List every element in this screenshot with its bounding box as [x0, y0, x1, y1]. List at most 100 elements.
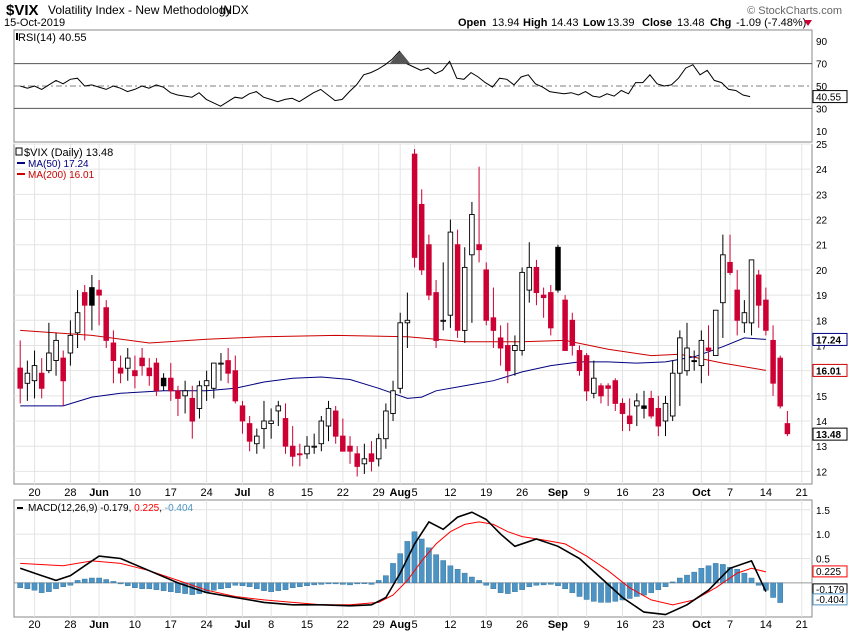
candle-body: [268, 420, 274, 424]
open-label: Open: [458, 17, 486, 29]
candle: [397, 312, 403, 394]
candle: [383, 403, 389, 449]
candle: [698, 330, 705, 384]
macd-histogram-bar: [526, 582, 533, 588]
price-tick-label: 13: [816, 442, 828, 453]
candle-body: [598, 385, 604, 397]
candle-body: [712, 309, 719, 356]
candle-body: [110, 342, 117, 362]
macd-histogram-bar: [297, 582, 303, 588]
macd-histogram-bar: [490, 582, 497, 590]
candle-body: [548, 292, 554, 329]
macd-legend-histogram: -0.404: [165, 503, 194, 514]
candle-body: [125, 357, 131, 369]
macd-x-tick-label: 19: [480, 619, 492, 631]
macd-histogram-bar: [332, 582, 339, 585]
candle: [375, 433, 382, 467]
macd-histogram-bar: [548, 582, 554, 585]
exchange-label: INDX: [220, 3, 249, 17]
ma50-value-label-box: [812, 332, 848, 346]
price-x-tick-label: 7: [727, 487, 733, 499]
candle: [46, 322, 52, 374]
candle-body: [67, 334, 74, 354]
candle: [196, 380, 203, 419]
high-value: 14.43: [551, 17, 579, 29]
candle: [569, 312, 576, 356]
price-x-tick-label: Jun: [89, 487, 109, 499]
candle: [734, 269, 740, 336]
candle: [641, 390, 647, 419]
candle: [354, 446, 360, 477]
macd-histogram-bar: [619, 582, 626, 601]
candle-body: [641, 405, 647, 409]
candle: [232, 355, 239, 404]
candle: [38, 358, 45, 399]
macd-histogram-bar: [103, 579, 109, 584]
candle-body: [519, 271, 525, 351]
candle-body: [411, 153, 418, 258]
candle: [426, 234, 432, 301]
candle-body: [454, 244, 461, 331]
candle-body: [354, 453, 360, 467]
macd-histogram-bar: [110, 581, 117, 584]
macd-histogram-bar: [31, 582, 38, 591]
candle: [612, 378, 619, 411]
macd-legend: MACD(12,26,9) -0.179, 0.225, -0.404: [17, 503, 194, 514]
candle: [103, 300, 109, 348]
candle-body: [160, 377, 167, 387]
candle: [289, 426, 296, 467]
candle-body: [117, 367, 124, 374]
macd-histogram-bar: [461, 572, 468, 584]
macd-x-tick-label: 14: [760, 619, 772, 631]
macd-histogram-bar: [268, 582, 274, 592]
candle-body: [562, 299, 568, 351]
macd-histogram-bar: [634, 582, 640, 597]
candle-body: [275, 405, 282, 412]
candle-body: [677, 337, 683, 374]
macd-histogram-bar: [698, 568, 705, 584]
macd-histogram-bar: [311, 582, 318, 586]
candle: [31, 350, 38, 399]
open-value: 13.94: [492, 17, 520, 29]
macd-histogram-bar: [626, 582, 633, 599]
candle: [368, 441, 375, 472]
candle-body: [483, 269, 489, 321]
candle-body: [225, 360, 231, 374]
candle: [526, 242, 533, 303]
candle-body: [490, 317, 497, 331]
macd-histogram-bar: [210, 582, 217, 591]
candle-body: [770, 339, 776, 384]
macd-histogram-bar: [777, 582, 783, 603]
candle: [784, 410, 791, 437]
candle: [361, 443, 368, 474]
candle: [268, 408, 274, 439]
price-tick-label: 25: [816, 140, 828, 151]
macd-value-label: 0.225: [816, 567, 841, 578]
macd-tick-label: 0.5: [816, 555, 830, 566]
candle-body: [404, 319, 411, 324]
macd-x-tick-label: 12: [444, 619, 456, 631]
candle-body: [31, 365, 38, 382]
macd-histogram-bar: [225, 582, 231, 589]
macd-histogram-bar: [239, 582, 246, 587]
price-x-tick-label: Jul: [235, 487, 251, 499]
price-x-tick-label: 8: [268, 487, 274, 499]
candle: [605, 383, 611, 406]
candle-body: [246, 423, 253, 442]
rsi-frame: [13, 29, 813, 143]
low-label: Low: [583, 17, 605, 29]
candle-body: [497, 337, 504, 349]
macd-x-tick-label: 8: [268, 619, 274, 631]
macd-legend-macd: MACD(12,26,9) -0.179,: [28, 503, 134, 514]
ma200-legend-text: MA(200) 16.01: [28, 170, 95, 181]
macd-x-tick-label: Oct: [692, 619, 711, 631]
candle-body: [755, 274, 762, 306]
macd-histogram-bar: [483, 582, 490, 586]
macd-histogram-bar: [275, 582, 282, 591]
macd-x-tick-label: Jul: [235, 619, 251, 631]
macd-x-tick-label: 7: [727, 619, 733, 631]
rsi-tick-label: 50: [816, 82, 828, 93]
candle: [555, 244, 561, 293]
candle-body: [648, 397, 654, 417]
